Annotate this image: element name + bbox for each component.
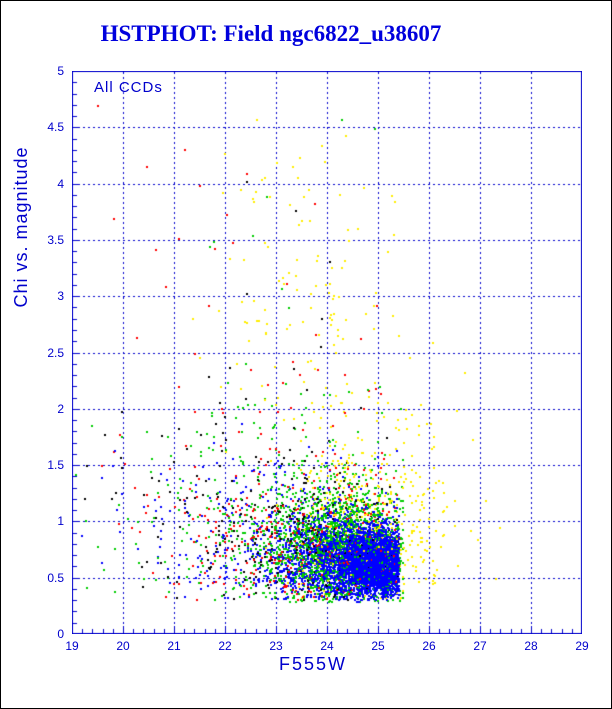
page-title: HSTPHOT: Field ngc6822_u38607: [100, 21, 442, 46]
y-tick-label: 3: [57, 289, 64, 304]
y-tick-label: 5: [57, 64, 64, 78]
x-axis-label: F555W: [278, 654, 348, 674]
x-tick-label: 28: [524, 639, 538, 653]
x-tick-label: 20: [116, 639, 130, 653]
y-tick-label: 3.5: [47, 232, 64, 247]
x-tick-label: 21: [167, 639, 181, 653]
x-tick-label: 27: [473, 639, 487, 653]
y-tick-label: 4: [57, 176, 64, 191]
x-tick-label: 24: [320, 639, 334, 653]
x-tick-label: 22: [218, 639, 232, 653]
x-tick-label: 26: [422, 639, 436, 653]
y-tick-label: 2.5: [47, 345, 64, 360]
x-tick-label: 19: [65, 639, 79, 653]
x-tick-label: 23: [269, 639, 283, 653]
y-tick-label: 4.5: [47, 120, 64, 135]
legend-label-all-ccds: All CCDs: [94, 79, 163, 96]
y-tick-label: 0.5: [47, 570, 64, 585]
x-tick-label: 25: [371, 639, 385, 653]
y-tick-label: 1: [57, 514, 64, 529]
y-tick-label: 0: [57, 627, 64, 641]
y-tick-label: 1.5: [47, 458, 64, 473]
scatter-plot-canvas: [72, 71, 582, 634]
y-tick-label: 2: [57, 401, 64, 416]
x-tick-label: 29: [575, 639, 589, 653]
